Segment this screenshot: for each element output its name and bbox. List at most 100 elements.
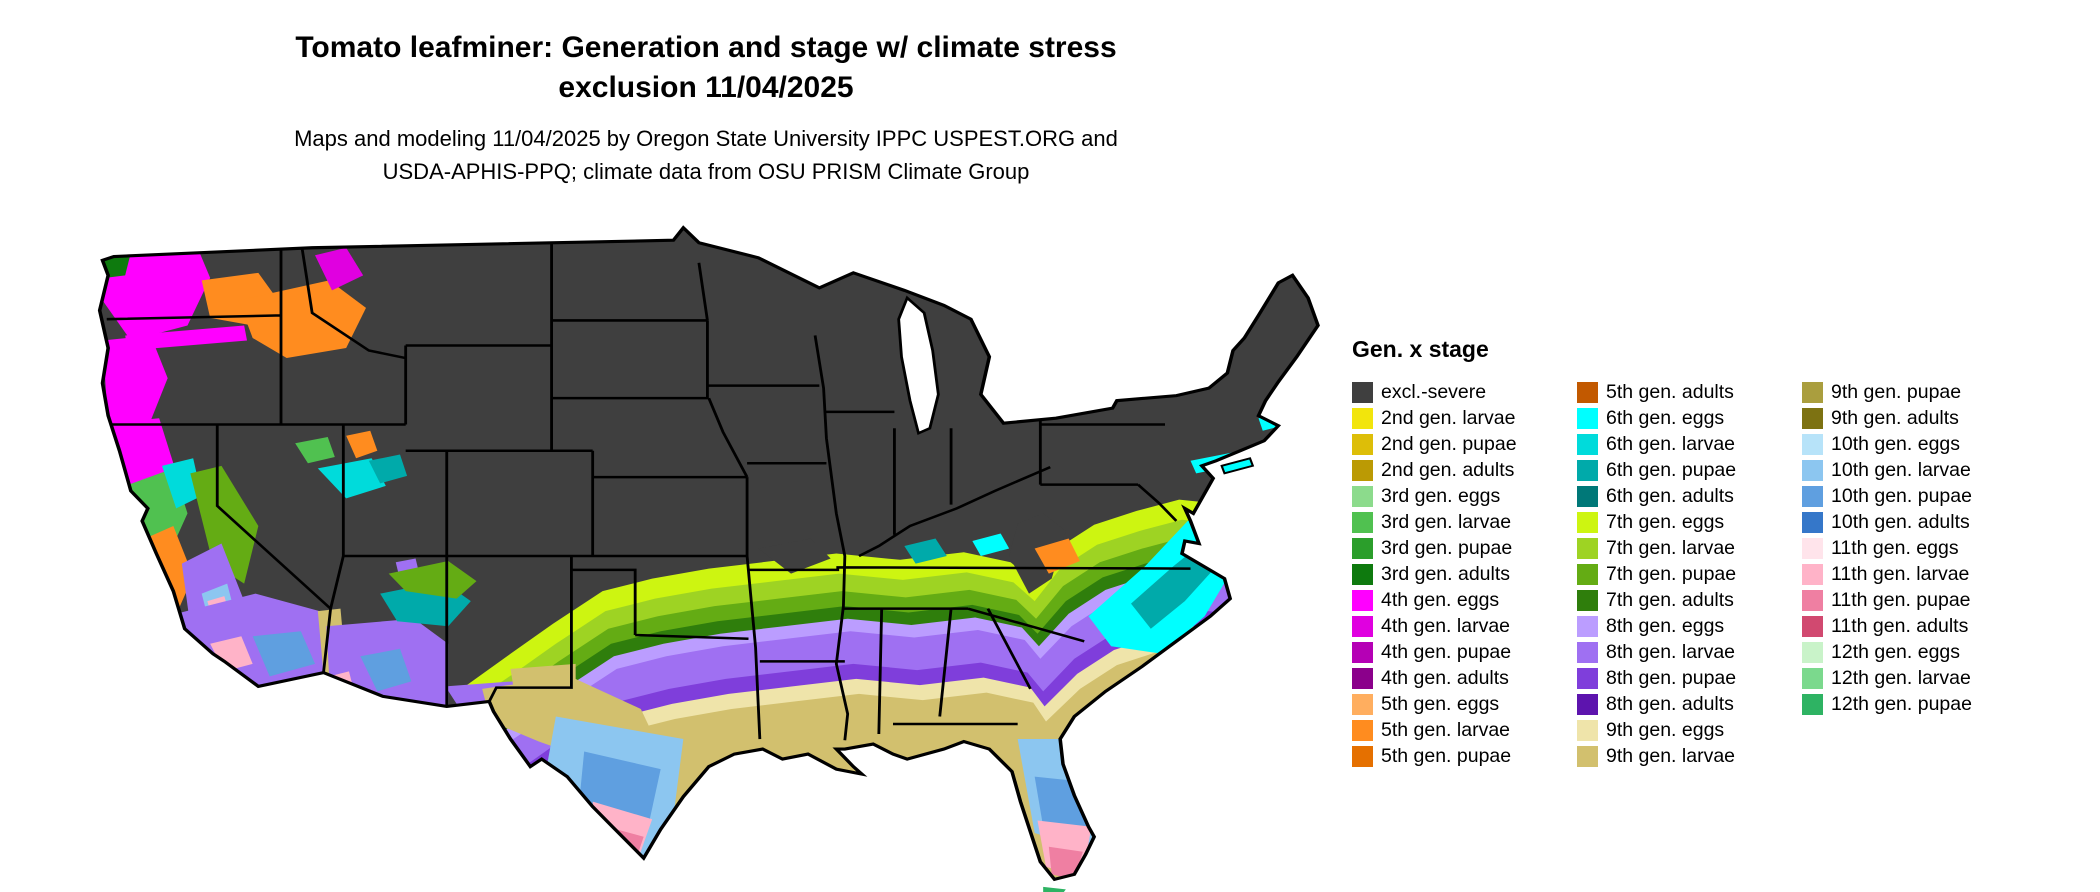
- legend-item: 7th gen. eggs: [1577, 509, 1802, 535]
- legend-swatch: [1352, 407, 1373, 429]
- legend-swatch: [1802, 511, 1823, 533]
- legend-item-label: 2nd gen. larvae: [1381, 406, 1516, 429]
- legend-item: 3rd gen. eggs: [1352, 483, 1577, 509]
- legend-title: Gen. x stage: [1352, 336, 1489, 362]
- legend-item: 4th gen. eggs: [1352, 587, 1577, 613]
- legend-swatch: [1577, 381, 1598, 403]
- legend-item: 8th gen. adults: [1577, 691, 1802, 717]
- legend-item-label: 9th gen. adults: [1831, 406, 1959, 429]
- legend-swatch: [1352, 589, 1373, 611]
- map-patch-idaho-panhandle-4th-gen-larvae: [315, 247, 364, 291]
- legend-swatch: [1352, 563, 1373, 585]
- map-patch-appalachia-5th-gen-larvae: [1034, 538, 1080, 574]
- legend-item: 6th gen. larvae: [1577, 431, 1802, 457]
- legend-swatch: [1577, 459, 1598, 481]
- legend-item-label: 4th gen. eggs: [1381, 588, 1500, 611]
- legend-item-label: 12th gen. pupae: [1831, 692, 1972, 715]
- legend-item-label: 4th gen. adults: [1381, 666, 1509, 689]
- legend-columns: excl.-severe 2nd gen. larvae 2nd gen. pupa…: [1352, 379, 1972, 769]
- legend-swatch: [1352, 433, 1373, 455]
- legend-item: 10th gen. larvae: [1802, 457, 1972, 483]
- map-patch-long-island-6th-gen-eggs: [1220, 457, 1255, 475]
- legend-item: 9th gen. larvae: [1577, 743, 1802, 769]
- legend-item: 6th gen. eggs: [1577, 405, 1802, 431]
- legend-item: 3rd gen. pupae: [1352, 535, 1577, 561]
- legend-swatch: [1802, 459, 1823, 481]
- legend-swatch: [1577, 407, 1598, 429]
- legend-item: 8th gen. pupae: [1577, 665, 1802, 691]
- legend-item-label: 7th gen. larvae: [1606, 536, 1736, 559]
- legend-item: 4th gen. pupae: [1352, 639, 1577, 665]
- page-title-line2: exclusion 11/04/2025: [558, 71, 854, 104]
- legend-swatch: [1577, 511, 1598, 533]
- legend-swatch: [1802, 641, 1823, 663]
- legend-swatch: [1577, 719, 1598, 741]
- legend-item: 9th gen. adults: [1802, 405, 1972, 431]
- legend-item: 9th gen. eggs: [1577, 717, 1802, 743]
- legend-item: 2nd gen. adults: [1352, 457, 1577, 483]
- legend-item-label: 6th gen. eggs: [1606, 406, 1725, 429]
- legend-item-label: 3rd gen. eggs: [1381, 484, 1501, 507]
- map-patch-phoenix-10th-gen-pupae: [360, 648, 412, 692]
- legend-item: 8th gen. larvae: [1577, 639, 1802, 665]
- legend-item: 5th gen. adults: [1577, 379, 1802, 405]
- legend-swatch: [1802, 381, 1823, 403]
- legend-item: excl.-severe: [1352, 379, 1577, 405]
- legend-swatch: [1352, 537, 1373, 559]
- legend-item: 2nd gen. pupae: [1352, 431, 1577, 457]
- map-container: [43, 150, 1403, 892]
- legend-item: 6th gen. pupae: [1577, 457, 1802, 483]
- legend-column-1: excl.-severe 2nd gen. larvae 2nd gen. pupa…: [1352, 379, 1577, 769]
- legend-item-label: 8th gen. pupae: [1606, 666, 1737, 689]
- legend-item: 8th gen. eggs: [1577, 613, 1802, 639]
- header: Tomato leafminer: Generation and stage w…: [0, 28, 1412, 188]
- legend-item: 11th gen. adults: [1802, 613, 1972, 639]
- legend-swatch: [1577, 563, 1598, 585]
- legend-swatch: [1352, 615, 1373, 637]
- map-patch-sierra-7th-gen-pupae: [190, 465, 259, 584]
- map-patch-nevada-5th-gen-larvae: [346, 430, 378, 459]
- legend-item-label: 6th gen. adults: [1606, 484, 1734, 507]
- legend-swatch: [1577, 433, 1598, 455]
- legend-swatch: [1577, 641, 1598, 663]
- map-patch-sacramento-valley-6th-gen-larvae: [162, 458, 202, 509]
- legend-item-label: 11th gen. larvae: [1831, 562, 1970, 585]
- legend-swatch: [1802, 485, 1823, 507]
- subtitle: Maps and modeling 11/04/2025 by Oregon S…: [0, 122, 1412, 188]
- legend-item-label: 3rd gen. pupae: [1381, 536, 1513, 559]
- legend-item: 7th gen. pupae: [1577, 561, 1802, 587]
- legend-swatch: [1352, 693, 1373, 715]
- legend-item: 6th gen. adults: [1577, 483, 1802, 509]
- page-title-line1: Tomato leafminer: Generation and stage w…: [295, 31, 1117, 64]
- map-patch-oregon-coast-4th-gen-eggs: [102, 335, 168, 424]
- legend-item: 7th gen. adults: [1577, 587, 1802, 613]
- legend-swatch: [1352, 511, 1373, 533]
- legend-item-label: 10th gen. pupae: [1831, 484, 1972, 507]
- legend-swatch: [1577, 667, 1598, 689]
- legend-swatch: [1352, 459, 1373, 481]
- legend-item-label: 2nd gen. adults: [1381, 458, 1515, 481]
- legend-item-label: 9th gen. eggs: [1606, 718, 1725, 741]
- legend-item-label: 5th gen. eggs: [1381, 692, 1500, 715]
- legend-swatch: [1802, 407, 1823, 429]
- legend-item: 10th gen. eggs: [1802, 431, 1972, 457]
- legend-item-label: 9th gen. larvae: [1606, 744, 1736, 767]
- legend-swatch: [1802, 589, 1823, 611]
- legend-swatch: [1577, 745, 1598, 767]
- map-patch-nevada-6th-gen-larvae: [317, 458, 386, 499]
- legend-swatch: [1352, 719, 1373, 741]
- legend-item-label: 6th gen. larvae: [1606, 432, 1736, 455]
- legend-swatch: [1577, 589, 1598, 611]
- legend-swatch: [1577, 485, 1598, 507]
- legend-item-label: 3rd gen. adults: [1381, 562, 1511, 585]
- map-patch-ozark-excluded: [758, 538, 831, 574]
- legend-item-label: 3rd gen. larvae: [1381, 510, 1512, 533]
- legend-item-label: 10th gen. larvae: [1831, 458, 1971, 481]
- legend-item: 4th gen. adults: [1352, 665, 1577, 691]
- legend-item: 11th gen. eggs: [1802, 535, 1972, 561]
- legend-item-label: 5th gen. larvae: [1381, 718, 1511, 741]
- legend-swatch: [1577, 693, 1598, 715]
- legend-item-label: 12th gen. larvae: [1831, 666, 1971, 689]
- legend-item: 10th gen. adults: [1802, 509, 1972, 535]
